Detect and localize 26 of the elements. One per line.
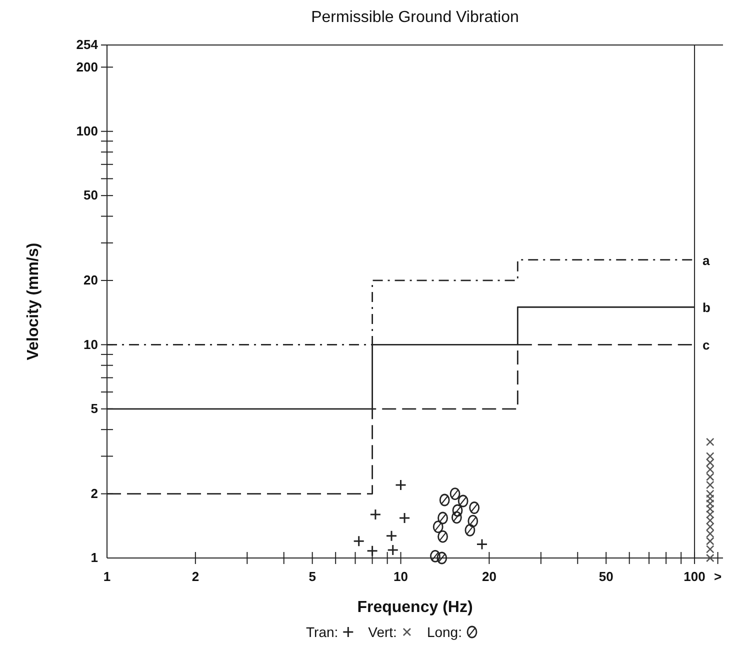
x-tick-label: 50 <box>598 569 614 584</box>
y-axis-title: Velocity (mm/s) <box>25 242 42 360</box>
x-tick-label: 5 <box>308 569 316 584</box>
x-tick-label: 10 <box>394 569 408 584</box>
chart-title: Permissible Ground Vibration <box>311 9 519 26</box>
y-tick-label: 1 <box>90 550 98 566</box>
series-label: b <box>702 300 711 316</box>
y-tick-label: 200 <box>76 59 98 74</box>
y-tick-label: 50 <box>84 188 98 203</box>
y-tick-label: 20 <box>84 272 98 288</box>
y-tick-label: 10 <box>84 336 98 352</box>
series-label: c <box>702 338 710 353</box>
y-tick-label: 2 <box>90 486 98 501</box>
x-tick-label: 1 <box>103 569 111 584</box>
x-tick-label: > <box>714 569 722 584</box>
legend-label: Long: <box>426 624 462 640</box>
x-tick-label: 2 <box>192 569 200 584</box>
y-tick-label: 5 <box>90 401 98 416</box>
x-tick-label: 100 <box>684 569 706 584</box>
x-axis-title: Frequency (Hz) <box>357 599 473 616</box>
legend-label: Vert: <box>368 624 397 640</box>
y-tick-label: 100 <box>76 124 98 139</box>
legend-label: Tran: <box>306 624 338 640</box>
x-tick-label: 20 <box>482 569 496 584</box>
y-tick-label: 254 <box>76 37 99 52</box>
series-label: a <box>702 252 711 268</box>
